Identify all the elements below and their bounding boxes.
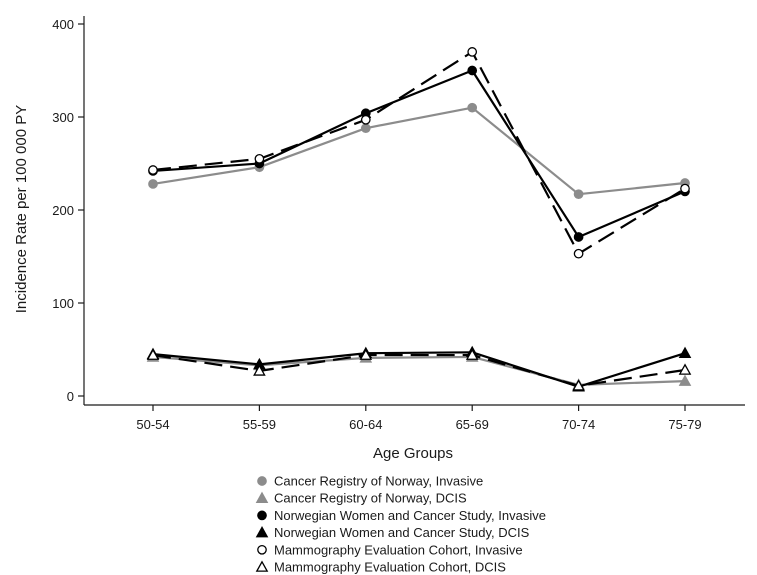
- legend-label: Cancer Registry of Norway, DCIS: [274, 491, 467, 506]
- legend-marker: [257, 544, 267, 555]
- legend-item: Mammography Evaluation Cohort, Invasive: [257, 542, 523, 557]
- y-tick-label: 400: [52, 17, 74, 32]
- x-tick-label: 75-79: [668, 417, 701, 432]
- y-tick-label: 300: [52, 110, 74, 125]
- data-point: [573, 189, 584, 200]
- legend-label: Norwegian Women and Cancer Study, Invasi…: [274, 508, 546, 523]
- data-point: [465, 348, 479, 360]
- legend: Cancer Registry of Norway, Invasive Cance…: [255, 474, 546, 575]
- data-point: [573, 248, 584, 259]
- data-point: [680, 183, 690, 194]
- series-group: [148, 65, 690, 242]
- legend-label: Mammography Evaluation Cohort, DCIS: [274, 560, 506, 575]
- data-point: [572, 379, 585, 391]
- data-point: [148, 165, 158, 175]
- series-line: [152, 351, 686, 388]
- legend-item: Norwegian Women and Cancer Study, DCIS: [255, 525, 530, 540]
- data-point: [678, 346, 692, 359]
- legend-marker: [257, 510, 267, 521]
- legend-label: Mammography Evaluation Cohort, Invasive: [274, 542, 523, 557]
- legend-item: Cancer Registry of Norway, DCIS: [255, 491, 467, 506]
- data-point: [148, 179, 158, 189]
- legend-label: Cancer Registry of Norway, Invasive: [274, 474, 483, 489]
- legend-marker: [255, 526, 269, 538]
- data-point: [359, 348, 373, 360]
- series-line: [152, 50, 686, 255]
- x-tick-label: 55-59: [243, 417, 276, 432]
- data-point: [146, 348, 160, 360]
- data-point: [467, 65, 478, 76]
- data-point: [467, 47, 478, 57]
- legend-label: Norwegian Women and Cancer Study, DCIS: [274, 525, 530, 540]
- series-line: [152, 69, 686, 239]
- series-group: [146, 350, 692, 390]
- plot-series: [146, 47, 692, 392]
- x-tick-label: 70-74: [562, 417, 595, 432]
- y-tick-label: 100: [52, 296, 74, 311]
- legend-marker: [257, 476, 267, 486]
- data-point: [678, 374, 692, 386]
- data-point: [253, 364, 266, 376]
- legend-item: Norwegian Women and Cancer Study, Invasi…: [257, 508, 546, 523]
- data-point: [467, 102, 478, 113]
- series-group: [146, 348, 692, 391]
- series-group: [148, 47, 690, 259]
- x-tick-label: 60-64: [349, 417, 382, 432]
- data-point: [360, 114, 371, 125]
- series-group: [148, 102, 690, 200]
- x-tick-label: 65-69: [456, 417, 489, 432]
- y-tick-label: 200: [52, 203, 74, 218]
- legend-item: Cancer Registry of Norway, Invasive: [257, 474, 483, 489]
- x-axis-title: Age Groups: [373, 445, 453, 462]
- series-line: [152, 353, 686, 387]
- legend-item: Mammography Evaluation Cohort, DCIS: [255, 560, 506, 575]
- axes: [83, 16, 745, 406]
- series-line: [152, 106, 686, 196]
- data-point: [360, 123, 371, 134]
- y-tick-label: 0: [67, 389, 74, 404]
- x-axis-ticks: 50-54 55-59 60-64 65-69 70-74 75-79: [136, 405, 702, 432]
- data-point: [678, 363, 692, 375]
- data-point: [254, 154, 265, 164]
- data-point: [573, 232, 584, 242]
- legend-marker: [255, 491, 269, 504]
- legend-marker: [255, 560, 269, 572]
- y-axis-title: Incidence Rate per 100 000 PY: [13, 105, 30, 313]
- x-tick-label: 50-54: [136, 417, 169, 432]
- y-axis-ticks: 0 100 200 300 400: [52, 17, 84, 404]
